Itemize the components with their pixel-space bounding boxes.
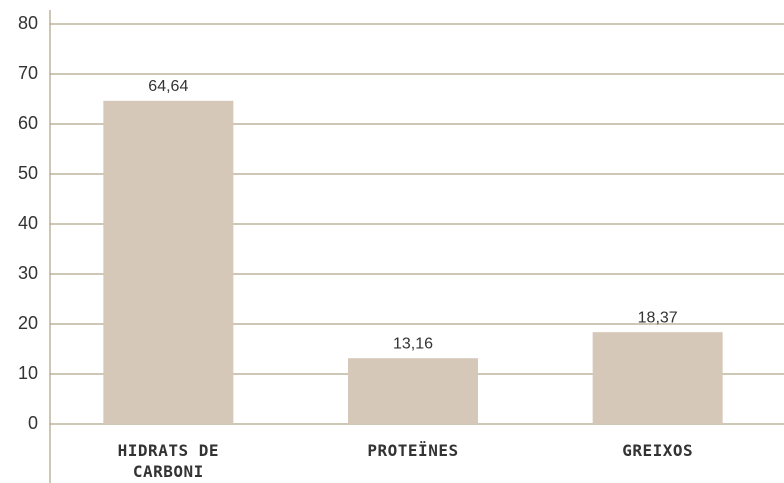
y-tick-label: 0 (28, 413, 38, 433)
y-tick-label: 70 (18, 63, 38, 83)
value-label: 13,16 (393, 335, 433, 352)
y-tick-label: 50 (18, 163, 38, 183)
x-tick-label: GREIXOS (622, 441, 694, 460)
y-tick-label: 40 (18, 213, 38, 233)
y-tick-label: 20 (18, 313, 38, 333)
value-label: 18,37 (638, 309, 678, 326)
x-tick-label: HIDRATS DE CARBONI (117, 441, 219, 481)
bar (592, 332, 723, 424)
bar (103, 100, 234, 425)
x-tick-label: PROTEÏNES (367, 441, 459, 460)
bar (348, 358, 478, 424)
y-tick-label: 60 (18, 113, 38, 133)
y-tick-label: 10 (18, 363, 38, 383)
y-tick-label: 80 (18, 13, 38, 33)
value-label: 64,64 (148, 78, 188, 95)
y-tick-label: 30 (18, 263, 38, 283)
